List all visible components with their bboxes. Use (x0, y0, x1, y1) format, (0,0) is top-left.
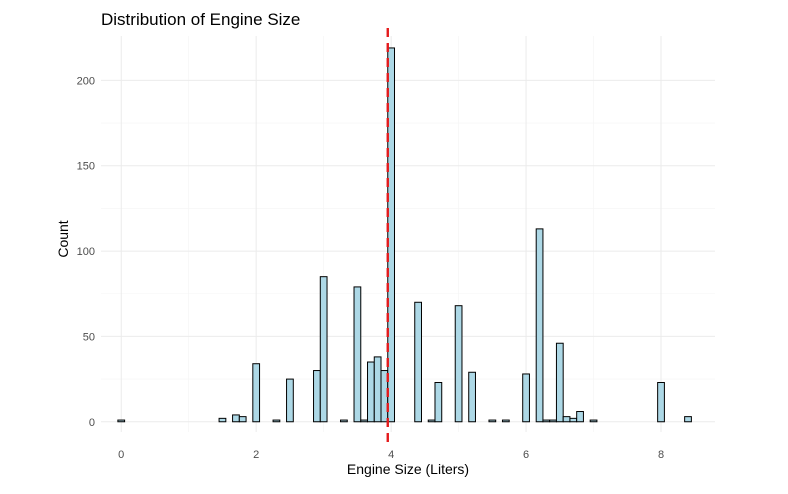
y-tick-label: 150 (77, 161, 95, 173)
histogram-bar (501, 419, 510, 423)
y-axis-title: Count (55, 220, 71, 257)
histogram-bar (555, 342, 564, 423)
histogram-bar (562, 416, 571, 423)
x-tick-label: 0 (118, 449, 124, 461)
histogram-bar (373, 356, 382, 423)
histogram-bar (319, 276, 328, 423)
histogram-bar (286, 378, 294, 423)
histogram-bar (454, 305, 463, 423)
histogram-bar (387, 47, 396, 423)
histogram-bar (684, 416, 692, 423)
histogram-bar (238, 416, 247, 423)
x-tick-label: 8 (658, 449, 664, 461)
histogram-bar (414, 301, 422, 423)
histogram-bar (542, 419, 551, 423)
chart-title: Distribution of Engine Size (101, 10, 300, 29)
histogram-bar (427, 419, 436, 423)
histogram-bar (468, 371, 476, 423)
histogram-bar (367, 361, 375, 423)
histogram-bar (360, 419, 369, 423)
x-axis-title: Engine Size (Liters) (347, 461, 469, 477)
histogram-bar (589, 419, 598, 423)
y-tick-label: 100 (77, 246, 95, 258)
x-tick-label: 4 (388, 449, 394, 461)
histogram-bar (522, 373, 530, 423)
histogram-bar (232, 414, 240, 423)
histogram-bar (252, 363, 261, 423)
histogram-bar (313, 370, 321, 423)
histogram-bar (569, 417, 578, 423)
x-tick-label: 2 (253, 449, 259, 461)
histogram-bar (576, 411, 584, 423)
histogram-bar (549, 419, 557, 423)
histogram-bar (657, 382, 665, 423)
histogram-bar (488, 419, 497, 423)
tick-labels: 0 2 4 6 8 0 50 100 150 200 (77, 75, 664, 461)
histogram-bar (434, 382, 443, 423)
x-tick-label: 6 (523, 449, 529, 461)
histogram-bars (117, 47, 692, 423)
histogram-bar (272, 419, 281, 423)
histogram-bar (218, 417, 227, 423)
histogram-bar (535, 228, 544, 423)
histogram-bar (117, 419, 126, 423)
y-tick-label: 0 (89, 417, 95, 429)
y-tick-label: 200 (77, 75, 95, 87)
histogram-bar (340, 419, 348, 423)
y-tick-label: 50 (83, 331, 95, 343)
histogram-bar (353, 286, 362, 423)
